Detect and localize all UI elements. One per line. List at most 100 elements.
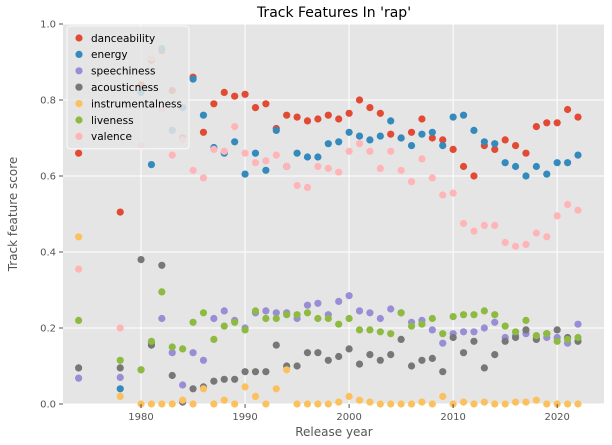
- x-tick-label: 1980: [128, 412, 153, 423]
- danceability-point: [199, 128, 208, 136]
- valence-point: [511, 242, 520, 250]
- valence-point: [262, 157, 270, 165]
- liveness-point: [543, 330, 551, 338]
- acousticness-point: [345, 345, 353, 353]
- energy-point: [480, 138, 488, 146]
- instrumentalness-point: [376, 400, 384, 408]
- instrumentalness-point: [314, 400, 322, 408]
- valence-point: [407, 178, 416, 186]
- liveness-point: [553, 337, 561, 345]
- liveness-point: [75, 316, 83, 324]
- liveness-point: [449, 313, 457, 321]
- instrumentalness-point: [168, 400, 176, 408]
- danceability-point: [376, 109, 384, 117]
- acousticness-point: [324, 356, 332, 364]
- acousticness-point: [407, 362, 416, 370]
- legend-label: speechiness: [91, 66, 155, 78]
- liveness-point: [199, 309, 208, 317]
- instrumentalness-point: [189, 400, 197, 408]
- energy-point: [418, 130, 426, 138]
- valence-point: [376, 164, 384, 172]
- energy-point: [335, 138, 343, 146]
- speechiness-point: [428, 326, 436, 334]
- liveness-point: [418, 320, 426, 328]
- liveness-point: [189, 318, 197, 326]
- energy-point: [355, 132, 364, 140]
- speechiness-point: [480, 324, 488, 332]
- liveness-point: [459, 311, 468, 319]
- liveness-point: [522, 316, 530, 324]
- instrumentalness-point: [470, 400, 478, 408]
- acousticness-point: [116, 364, 124, 372]
- liveness-point: [439, 330, 447, 338]
- energy-point: [511, 162, 520, 171]
- danceability-point: [387, 130, 395, 138]
- danceability-point: [418, 115, 426, 123]
- danceability-point: [574, 113, 582, 121]
- speechiness-point: [262, 307, 270, 315]
- energy-point: [543, 170, 551, 178]
- liveness-point: [574, 333, 582, 342]
- speechiness-point: [168, 349, 176, 357]
- speechiness-point: [220, 307, 228, 315]
- valence-point: [283, 162, 291, 171]
- instrumentalness-point: [511, 398, 520, 406]
- instrumentalness-point: [272, 385, 280, 393]
- instrumentalness-point: [563, 400, 572, 408]
- acousticness-point: [501, 337, 509, 345]
- valence-point: [459, 219, 468, 228]
- acousticness-point: [137, 256, 145, 264]
- energy-point: [470, 126, 478, 134]
- instrumentalness-point: [439, 392, 447, 400]
- legend-box: [66, 25, 190, 150]
- x-tick-label: 2020: [544, 412, 569, 423]
- instrumentalness-point: [231, 400, 239, 408]
- legend-marker: [75, 83, 83, 91]
- acousticness-point: [511, 333, 520, 342]
- instrumentalness-point: [345, 392, 353, 400]
- liveness-point: [470, 311, 478, 319]
- liveness-point: [272, 314, 280, 323]
- liveness-point: [345, 314, 353, 323]
- acousticness-point: [459, 349, 468, 357]
- danceability-point: [251, 104, 260, 112]
- danceability-point: [355, 96, 364, 104]
- valence-point: [189, 166, 197, 174]
- liveness-point: [241, 326, 249, 334]
- legend-marker: [75, 116, 83, 124]
- acousticness-point: [220, 375, 228, 383]
- instrumentalness-point: [147, 400, 156, 408]
- energy-point: [553, 159, 561, 167]
- acousticness-point: [75, 364, 83, 372]
- x-tick-label: 2010: [440, 412, 465, 423]
- acousticness-point: [553, 326, 561, 334]
- danceability-point: [449, 145, 457, 153]
- instrumentalness-point: [220, 396, 228, 404]
- energy-point: [501, 159, 509, 167]
- danceability-point: [491, 145, 499, 153]
- danceability-point: [75, 149, 83, 157]
- valence-point: [366, 147, 374, 155]
- energy-point: [491, 140, 499, 148]
- liveness-point: [314, 314, 322, 323]
- acousticness-point: [303, 349, 312, 357]
- valence-point: [418, 155, 426, 163]
- energy-point: [428, 128, 436, 136]
- legend-item-liveness: liveness: [75, 115, 134, 127]
- legend-marker: [75, 100, 83, 108]
- acousticness-point: [231, 375, 239, 383]
- speechiness-point: [439, 339, 447, 347]
- energy-point: [449, 113, 457, 121]
- liveness-point: [480, 307, 488, 315]
- x-tick-label: 2000: [336, 412, 361, 423]
- speechiness-point: [303, 301, 312, 309]
- danceability-point: [366, 104, 374, 112]
- legend-item-danceability: danceability: [75, 33, 155, 45]
- instrumentalness-point: [303, 400, 312, 408]
- instrumentalness-point: [501, 400, 509, 408]
- danceability-point: [532, 123, 540, 131]
- x-tick-label: 1990: [232, 412, 257, 423]
- liveness-point: [511, 328, 520, 336]
- energy-point: [314, 153, 322, 161]
- instrumentalness-point: [459, 398, 468, 406]
